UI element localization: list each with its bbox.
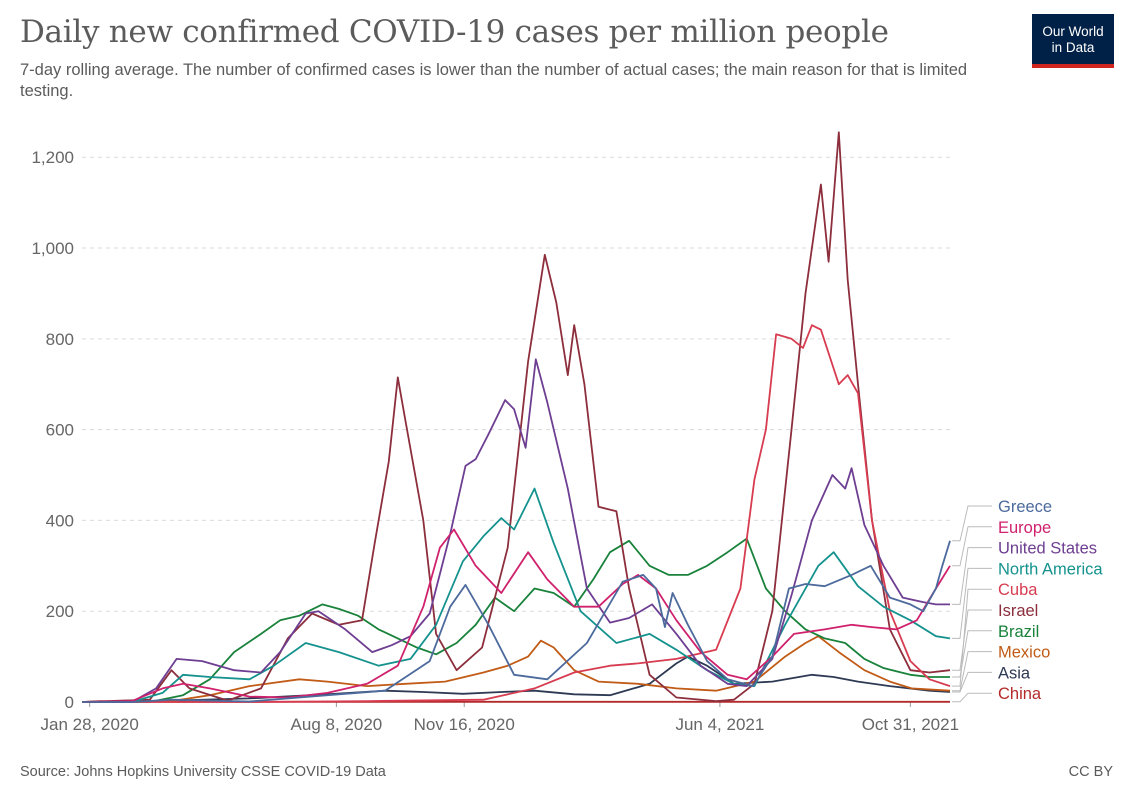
x-tick-label: Aug 8, 2020 bbox=[291, 715, 383, 734]
legend-label-united-states[interactable]: United States bbox=[998, 540, 1097, 558]
owid-logo[interactable]: Our World in Data bbox=[1032, 14, 1114, 68]
series-line-mexico[interactable] bbox=[81, 635, 951, 703]
legend-label-brazil[interactable]: Brazil bbox=[998, 623, 1039, 641]
source-note[interactable]: Source: Johns Hopkins University CSSE CO… bbox=[20, 764, 386, 780]
logo-line2: in Data bbox=[1051, 40, 1095, 55]
legend-connector bbox=[952, 651, 992, 692]
series-line-north-america[interactable] bbox=[82, 487, 951, 703]
series-line-united-states[interactable] bbox=[82, 358, 950, 703]
chart-title: Daily new confirmed COVID-19 cases per m… bbox=[20, 14, 889, 50]
logo-line1: Our World bbox=[1042, 24, 1104, 39]
legend-label-asia[interactable]: Asia bbox=[998, 664, 1031, 682]
legend[interactable]: Greece Europe United States North America Cu… bbox=[952, 498, 1103, 703]
y-axis-ticks: 0 200 400 600 800 1,000 1,200 bbox=[31, 148, 74, 712]
x-tick-label: Jan 28, 2020 bbox=[41, 715, 139, 734]
legend-connector bbox=[952, 692, 992, 703]
y-tick-label: 800 bbox=[46, 330, 74, 349]
x-tick-label: Jun 4, 2021 bbox=[675, 715, 764, 734]
x-axis: Jan 28, 2020 Aug 8, 2020 Nov 16, 2020 Jun 4… bbox=[41, 701, 959, 734]
line-chart: 0 200 400 600 800 1,000 1,200 Jan 28, 2020 Aug … bbox=[31, 131, 1103, 734]
x-tick-label: Oct 31, 2021 bbox=[862, 715, 959, 734]
legend-connector bbox=[952, 547, 992, 605]
legend-label-mexico[interactable]: Mexico bbox=[998, 644, 1050, 662]
chart-subtitle: 7-day rolling average. The number of con… bbox=[20, 61, 968, 100]
x-tick-label: Nov 16, 2020 bbox=[414, 715, 515, 734]
legend-connector bbox=[952, 630, 992, 678]
legend-connector bbox=[952, 505, 992, 542]
grid-lines bbox=[82, 156, 950, 612]
series-lines bbox=[81, 131, 951, 703]
series-line-greece[interactable] bbox=[82, 540, 951, 703]
y-tick-label: 600 bbox=[46, 421, 74, 440]
legend-label-north-america[interactable]: North America bbox=[998, 560, 1103, 578]
y-tick-label: 1,200 bbox=[31, 148, 74, 167]
legend-label-europe[interactable]: Europe bbox=[998, 519, 1051, 537]
y-tick-label: 400 bbox=[46, 511, 74, 530]
y-tick-label: 0 bbox=[65, 693, 74, 712]
series-line-cuba[interactable] bbox=[82, 324, 951, 703]
logo-red-bar bbox=[1032, 64, 1114, 68]
legend-label-china[interactable]: China bbox=[998, 685, 1042, 703]
legend-connector bbox=[952, 609, 992, 671]
license-label[interactable]: CC BY bbox=[1068, 764, 1113, 780]
legend-connector bbox=[952, 671, 992, 693]
y-tick-label: 1,000 bbox=[31, 239, 74, 258]
series-line-israel[interactable] bbox=[81, 131, 951, 703]
legend-connector bbox=[952, 526, 992, 567]
legend-connector bbox=[952, 588, 992, 687]
series-line-europe[interactable] bbox=[81, 528, 951, 703]
legend-connector bbox=[952, 567, 992, 639]
series-line-brazil[interactable] bbox=[82, 537, 950, 703]
legend-label-greece[interactable]: Greece bbox=[998, 498, 1052, 516]
legend-label-cuba[interactable]: Cuba bbox=[998, 581, 1038, 599]
y-tick-label: 200 bbox=[46, 602, 74, 621]
legend-label-israel[interactable]: Israel bbox=[998, 602, 1038, 620]
